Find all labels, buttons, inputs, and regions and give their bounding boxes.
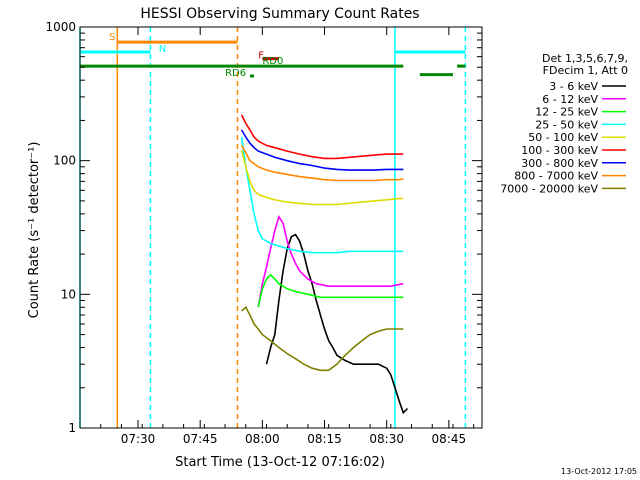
x-tick-label-0: 07:30 (121, 432, 156, 446)
y-axis-label: Count Rate (s⁻¹ detector⁻¹) (27, 142, 42, 319)
vertical-markers (79, 27, 467, 428)
y-tick-label-3: 1000 (45, 20, 76, 34)
y-tick-label-2: 100 (53, 154, 76, 168)
y-tick-label-1: 10 (61, 287, 76, 301)
annotation-3: RD6 (225, 68, 246, 79)
y-axis-ticks: 1 10 100 1000 (45, 20, 482, 435)
annotation-0: S (109, 32, 115, 43)
legend-label-6: 300 - 800 keV (521, 157, 598, 170)
series-line-4 (240, 149, 404, 206)
x-axis-ticks: 07:30 07:45 08:00 08:15 08:30 08:45 (79, 27, 475, 446)
x-tick-label-3: 08:15 (307, 432, 342, 446)
legend-header-0: Det 1,3,5,6,7,9, (542, 52, 628, 65)
series-line-7 (240, 144, 404, 182)
legend-label-5: 100 - 300 keV (521, 144, 598, 157)
series-line-8 (241, 306, 404, 372)
state-bars (80, 40, 466, 78)
legend-label-7: 800 - 7000 keV (514, 170, 598, 183)
y-tick-label-0: 1 (68, 421, 76, 435)
chart-title: HESSI Observing Summary Count Rates (140, 6, 419, 22)
legend-header-1: FDecim 1, Att 0 (543, 64, 628, 77)
x-tick-label-5: 08:45 (432, 432, 467, 446)
generation-timestamp: 13-Oct-2012 17:05 (561, 467, 637, 476)
annotation-1: N (159, 44, 166, 55)
annotation-4: RD0 (262, 56, 283, 67)
legend-label-4: 50 - 100 keV (528, 131, 598, 144)
legend: Det 1,3,5,6,7,9,FDecim 1, Att 0 3 - 6 keV… (500, 52, 628, 195)
series-line-0 (265, 233, 408, 415)
plot-frame (79, 26, 483, 429)
series-line-5 (240, 114, 404, 160)
x-tick-label-4: 08:30 (369, 432, 404, 446)
legend-label-3: 25 - 50 keV (535, 118, 598, 131)
series-line-6 (240, 129, 404, 171)
legend-label-8: 7000 - 20000 keV (500, 182, 598, 195)
series-line-1 (257, 214, 404, 308)
legend-label-2: 12 - 25 keV (535, 106, 598, 119)
series-line-3 (240, 136, 404, 254)
legend-label-0: 3 - 6 keV (549, 80, 598, 93)
x-tick-label-2: 08:00 (245, 432, 280, 446)
annotation-2: F (258, 51, 264, 62)
series-lines (240, 114, 408, 415)
legend-label-1: 6 - 12 keV (542, 93, 598, 106)
series-line-2 (257, 273, 404, 308)
x-tick-label-1: 07:45 (183, 432, 218, 446)
x-axis-label: Start Time (13-Oct-12 07:16:02) (175, 455, 385, 470)
state-annotations: S N F RD6 RD0 (109, 32, 283, 79)
